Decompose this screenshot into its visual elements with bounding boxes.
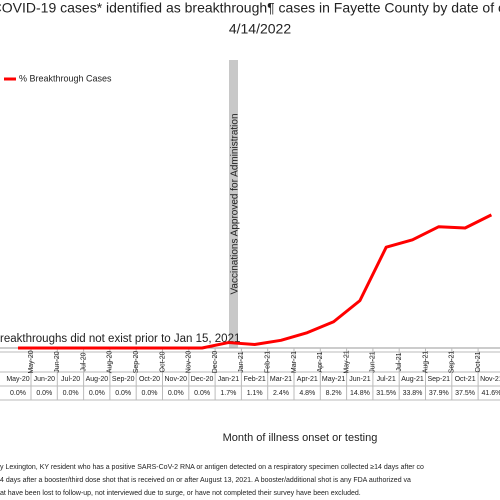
table-category: Jul-21: [377, 376, 396, 383]
x-tick-label: Jun-21: [370, 351, 377, 373]
x-tick-label: May-20: [28, 350, 35, 373]
footnote: 4 days after a booster/third dose shot t…: [0, 477, 411, 484]
table-category: Jun-21: [349, 376, 371, 383]
table-category: May-21: [322, 376, 345, 383]
chart-subtitle: 4/14/2022: [229, 21, 291, 37]
band-label: Vaccinations Approved for Administration: [230, 113, 241, 294]
table-category: Oct-21: [455, 376, 476, 383]
value-label: 37.5%: [455, 390, 475, 397]
value-label: 0.0%: [194, 390, 210, 397]
value-label: 8.2%: [326, 390, 342, 397]
x-tick-label: Jul-21: [396, 352, 403, 371]
footnote: at have been lost to follow-up, not inte…: [0, 490, 361, 497]
legend-label: % Breakthrough Cases: [19, 73, 112, 83]
value-label: 14.8%: [350, 390, 370, 397]
x-tick-label: Jan-21: [238, 351, 245, 373]
table-category: Dec-20: [191, 376, 214, 383]
x-tick-label: Sep-20: [133, 351, 140, 374]
x-tick-label: Feb-21: [265, 351, 272, 373]
value-label: 1.1%: [247, 390, 263, 397]
table-category: Jun-20: [34, 376, 56, 383]
vaccination-band: [229, 60, 238, 348]
x-tick-label: Oct-21: [475, 351, 482, 372]
value-label: 0.0%: [115, 390, 131, 397]
table-category: Sep-21: [428, 376, 451, 383]
x-tick-label: Aug-20: [107, 351, 114, 374]
value-label: 1.7%: [220, 390, 236, 397]
table-category: Feb-21: [244, 376, 266, 383]
value-label: 0.0%: [89, 390, 105, 397]
x-tick-label: Jun-20: [54, 351, 61, 373]
table-category: Aug-20: [86, 376, 109, 383]
line: [18, 213, 493, 350]
table-category: Mar-21: [270, 376, 292, 383]
table-category: May-20: [6, 376, 29, 383]
value-label: 37.9%: [429, 390, 449, 397]
x-axis-title: Month of illness onset or testing: [223, 432, 378, 444]
x-tick-label: May-21: [343, 350, 350, 373]
footnote: y Lexington, KY resident who has a posit…: [0, 464, 424, 471]
value-label: 41.6%: [481, 390, 500, 397]
table-category: Nov-20: [165, 376, 188, 383]
value-label: 0.0%: [142, 390, 158, 397]
value-label: 33.8%: [403, 390, 423, 397]
table-category: Aug-21: [401, 376, 424, 383]
table-category: Sep-20: [112, 376, 135, 383]
value-label: 2.4%: [273, 390, 289, 397]
x-tick-label: Apr-21: [317, 351, 324, 372]
table-category: Jul-20: [61, 376, 80, 383]
value-label: 0.0%: [36, 390, 52, 397]
annotation: reakthroughs did not exist prior to Jan …: [0, 333, 240, 345]
table-category: Oct-20: [139, 376, 160, 383]
table-category: Jan-21: [218, 376, 240, 383]
x-tick-label: Aug-21: [422, 351, 429, 374]
value-label: 0.0%: [63, 390, 79, 397]
x-tick-label: Dec-20: [212, 351, 219, 374]
x-tick-label: Mar-21: [291, 351, 298, 373]
value-label: 4.8%: [299, 390, 315, 397]
x-tick-label: Sep-21: [449, 351, 456, 374]
table-category: Apr-21: [297, 376, 318, 383]
value-label: 0.0%: [168, 390, 184, 397]
x-tick-label: Oct-20: [159, 351, 166, 372]
x-tick-label: Jul-20: [80, 352, 87, 371]
table-category: Nov-21: [480, 376, 500, 383]
chart-title: f COVID-19 cases* identified as breakthr…: [0, 0, 500, 16]
x-tick-label: Nov-20: [186, 351, 193, 374]
value-label: 31.5%: [376, 390, 396, 397]
value-label: 0.0%: [10, 390, 26, 397]
